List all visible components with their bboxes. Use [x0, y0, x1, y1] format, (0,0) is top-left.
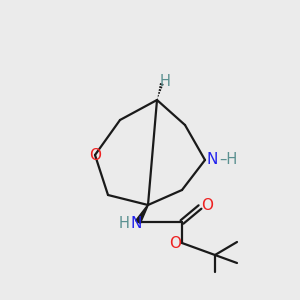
Text: H: H	[160, 74, 170, 89]
Text: O: O	[89, 148, 101, 163]
Polygon shape	[136, 205, 148, 224]
Text: N: N	[130, 215, 142, 230]
Text: N: N	[207, 152, 218, 167]
Text: O: O	[169, 236, 181, 250]
Text: H: H	[118, 215, 129, 230]
Text: O: O	[201, 199, 213, 214]
Text: –H: –H	[219, 152, 237, 166]
